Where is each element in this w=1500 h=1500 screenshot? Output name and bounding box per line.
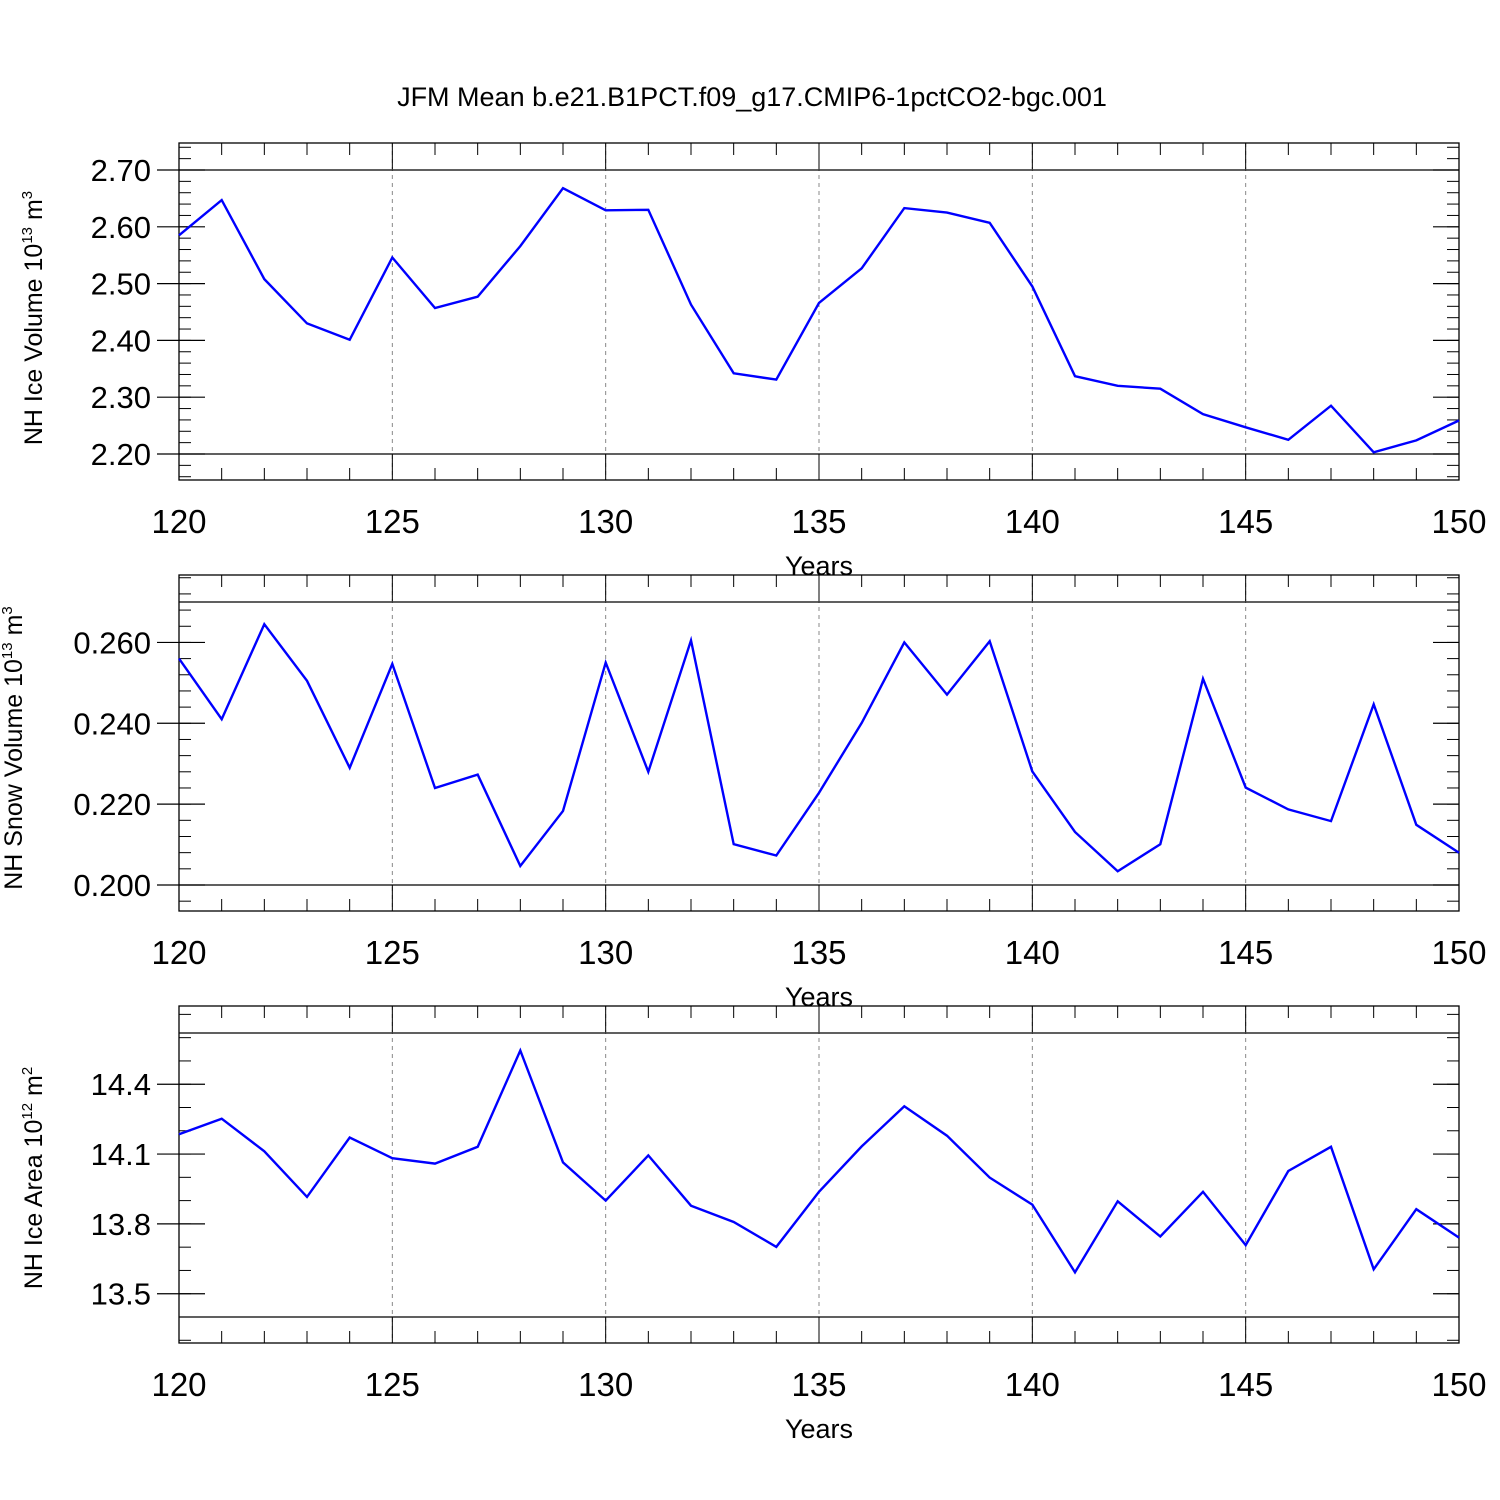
y-tick-label: 14.4 <box>91 1067 151 1102</box>
x-tick-label: 145 <box>1218 1366 1273 1403</box>
x-tick-label: 135 <box>791 503 846 540</box>
x-tick-label: 140 <box>1005 934 1060 971</box>
y-axis-label-text: NH Ice Area 10 <box>20 1120 48 1290</box>
y-axis-label: NH Ice Area 1012 m2 <box>19 1067 48 1289</box>
x-tick-label: 130 <box>578 934 633 971</box>
x-tick-label: 140 <box>1005 503 1060 540</box>
x-tick-label: 120 <box>151 503 206 540</box>
y-tick-label: 0.240 <box>73 706 151 741</box>
y-axis-label: NH Snow Volume 1013 m3 <box>0 606 28 890</box>
y-tick-label: 0.260 <box>73 625 151 660</box>
y-tick-label: 13.8 <box>91 1207 151 1242</box>
y-tick-label: 2.20 <box>91 437 151 472</box>
y-axis-label: NH Ice Volume 1013 m3 <box>19 191 48 445</box>
x-axis-label: Years <box>785 1414 853 1444</box>
x-tick-label: 120 <box>151 934 206 971</box>
x-tick-label: 140 <box>1005 1366 1060 1403</box>
panels: 120 125 130 135 140 145 150 Years 2.20 2.30 2.40 2.… <box>0 142 1487 1444</box>
y-axis-label-unit-exponent: 2 <box>19 1067 36 1075</box>
y-tick-label: 2.40 <box>91 323 151 358</box>
y-axis-label-unit-exponent: 3 <box>19 191 36 199</box>
x-tick-label: 145 <box>1218 503 1273 540</box>
y-axis-label-text: NH Snow Volume 10 <box>0 659 28 890</box>
y-axis-label-unit: m <box>0 615 28 643</box>
x-tick-label: 135 <box>791 1366 846 1403</box>
panel-1: 120 125 130 135 140 145 150Years2.202.302.402.… <box>19 142 1487 581</box>
panel-2: 120 125 130 135 140 145 150Years0.2000.2200.24… <box>0 574 1487 1012</box>
x-tick-label: 130 <box>578 503 633 540</box>
x-tick-label: 150 <box>1431 1366 1486 1403</box>
panel-3: 120 125 130 135 140 145 150 Years 13.5 13.8 14.1 14… <box>19 1005 1487 1444</box>
y-tick-label: 2.50 <box>91 267 151 302</box>
x-tick-label: 150 <box>1431 934 1486 971</box>
y-axis-label-unit-exponent: 3 <box>0 606 16 614</box>
figure-title: JFM Mean b.e21.B1PCT.f09_g17.CMIP6-1pctC… <box>397 82 1107 112</box>
y-tick-label: 14.1 <box>91 1137 151 1172</box>
y-tick-label: 2.30 <box>91 380 151 415</box>
x-tick-label: 125 <box>365 1366 420 1403</box>
x-tick-label: 125 <box>365 934 420 971</box>
x-tick-label: 125 <box>365 503 420 540</box>
y-axis-label-exponent: 13 <box>0 642 16 659</box>
y-tick-label: 0.220 <box>73 787 151 822</box>
y-tick-label: 2.60 <box>91 210 151 245</box>
x-tick-label: 135 <box>791 934 846 971</box>
y-tick-label: 13.5 <box>91 1277 151 1312</box>
y-axis-label-text: NH Ice Volume 10 <box>20 244 48 446</box>
y-axis-label-exponent: 13 <box>19 227 36 244</box>
x-tick-label: 150 <box>1431 503 1486 540</box>
y-axis-label-unit: m <box>20 199 48 227</box>
y-tick-label: 0.200 <box>73 868 151 903</box>
y-axis-label-exponent: 12 <box>19 1103 36 1120</box>
x-tick-label: 120 <box>151 1366 206 1403</box>
y-axis-label-unit: m <box>20 1075 48 1103</box>
x-tick-label: 145 <box>1218 934 1273 971</box>
y-tick-label: 2.70 <box>91 153 151 188</box>
x-tick-label: 130 <box>578 1366 633 1403</box>
